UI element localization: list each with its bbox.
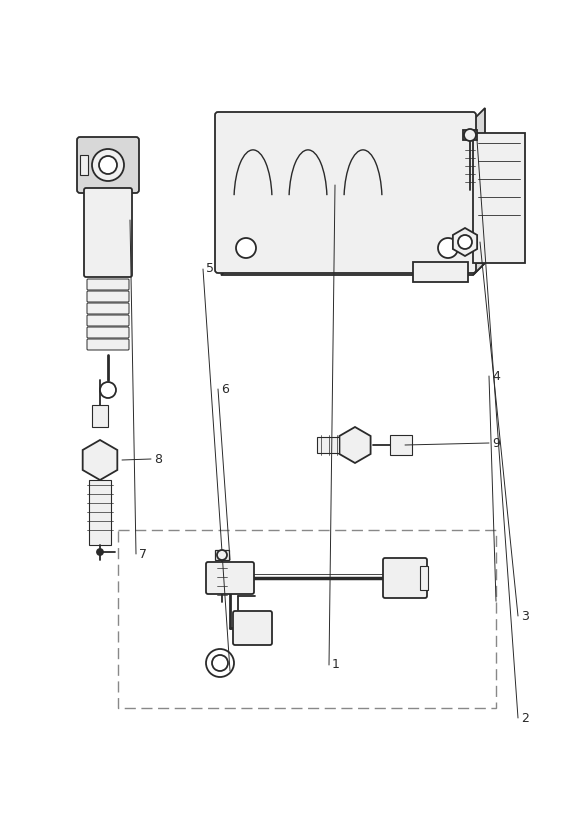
Circle shape (206, 649, 234, 677)
Circle shape (97, 549, 103, 555)
Bar (390, 435, 412, 455)
Text: 9: 9 (492, 437, 500, 450)
Bar (413, 262, 468, 282)
Circle shape (236, 238, 256, 258)
FancyBboxPatch shape (87, 279, 129, 290)
FancyBboxPatch shape (215, 112, 476, 273)
Circle shape (458, 235, 472, 249)
Bar (215, 550, 229, 560)
Polygon shape (473, 108, 485, 275)
FancyBboxPatch shape (87, 327, 129, 338)
FancyBboxPatch shape (77, 137, 139, 193)
Bar (92, 405, 108, 427)
FancyBboxPatch shape (87, 339, 129, 350)
FancyBboxPatch shape (87, 291, 129, 302)
FancyBboxPatch shape (87, 303, 129, 314)
FancyBboxPatch shape (84, 188, 132, 277)
Text: 3: 3 (521, 610, 529, 622)
Bar (80, 155, 88, 175)
Circle shape (92, 149, 124, 181)
Circle shape (464, 129, 476, 141)
Bar (473, 133, 525, 263)
Circle shape (99, 156, 117, 174)
Bar (317, 437, 339, 453)
Polygon shape (453, 228, 477, 256)
Polygon shape (221, 263, 485, 275)
Text: 1: 1 (332, 658, 340, 672)
Text: 4: 4 (492, 369, 500, 382)
FancyBboxPatch shape (383, 558, 427, 598)
Bar (420, 566, 428, 590)
Text: 8: 8 (154, 452, 162, 466)
Polygon shape (83, 440, 117, 480)
Text: 2: 2 (521, 711, 529, 724)
Text: 6: 6 (221, 382, 229, 396)
Bar (463, 130, 477, 140)
Text: 7: 7 (139, 547, 147, 560)
Circle shape (100, 382, 116, 398)
FancyBboxPatch shape (87, 315, 129, 326)
Circle shape (438, 238, 458, 258)
Circle shape (212, 655, 228, 671)
FancyBboxPatch shape (206, 562, 254, 594)
Bar (118, 530, 496, 708)
Circle shape (217, 550, 227, 560)
Text: 5: 5 (206, 263, 214, 275)
Polygon shape (339, 427, 371, 463)
Bar (89, 480, 111, 545)
FancyBboxPatch shape (233, 611, 272, 645)
